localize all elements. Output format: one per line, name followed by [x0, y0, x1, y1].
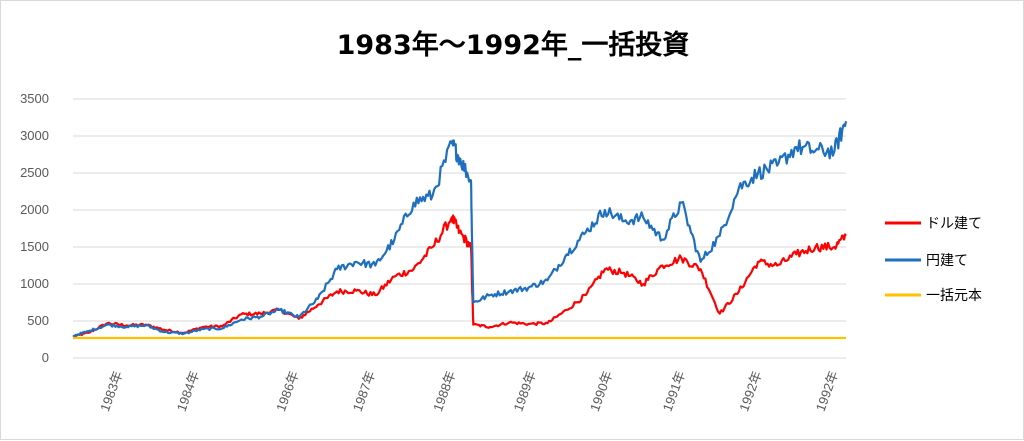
x-tick-label: 1988年 [430, 369, 458, 414]
y-tick-label: 2000 [20, 202, 49, 217]
y-tick-label: 500 [27, 313, 49, 328]
legend-label: 円建て [926, 253, 968, 269]
x-tick-label: 1989年 [510, 369, 538, 414]
series-line [72, 214, 847, 338]
y-tick-label: 3500 [20, 91, 49, 106]
x-tick-label: 1987年 [350, 369, 378, 414]
x-tick-label: 1986年 [273, 369, 301, 414]
y-tick-label: 2500 [20, 165, 49, 180]
series-line [72, 120, 848, 338]
x-tick-label: 1984年 [174, 369, 202, 414]
y-tick-label: 0 [42, 350, 49, 365]
chart-title: 1983年～1992年_一括投資 [336, 30, 690, 61]
y-tick-label: 1500 [20, 239, 49, 254]
x-tick-label: 1992年 [736, 369, 764, 414]
legend-label: 一括元本 [926, 288, 982, 304]
x-tick-label: 1990年 [587, 369, 615, 414]
x-tick-label: 1991年 [660, 369, 688, 414]
x-tick-label: 1983年 [97, 369, 125, 414]
y-tick-label: 3000 [20, 128, 49, 143]
y-tick-label: 1000 [20, 276, 49, 291]
legend-label: ドル建て [926, 216, 982, 232]
x-tick-label: 1992年 [813, 369, 841, 414]
